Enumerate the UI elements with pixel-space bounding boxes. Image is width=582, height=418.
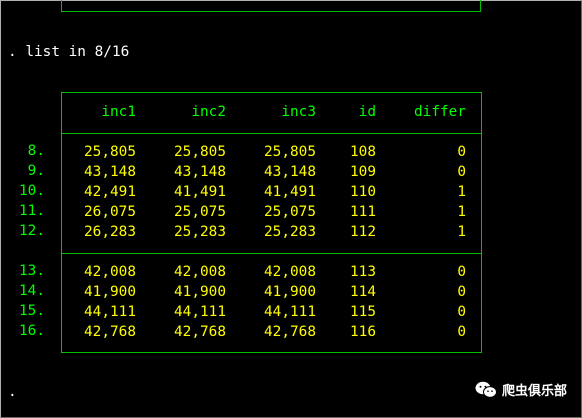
cell-inc1: 41,900 (84, 284, 136, 300)
cell-differ: 0 (457, 144, 466, 160)
cell-inc1: 26,075 (84, 204, 136, 220)
cell-inc1: 42,768 (84, 324, 136, 340)
cell-inc2: 43,148 (174, 164, 226, 180)
row-number: 14. (19, 283, 45, 299)
column-header-inc1: inc1 (101, 104, 136, 120)
column-header-differ: differ (414, 104, 466, 120)
cell-inc3: 41,900 (264, 284, 316, 300)
cell-inc3: 25,075 (264, 204, 316, 220)
row-number: 11. (19, 203, 45, 219)
cell-inc1: 42,491 (84, 184, 136, 200)
cell-differ: 0 (457, 284, 466, 300)
cell-inc3: 25,805 (264, 144, 316, 160)
cell-inc2: 25,283 (174, 224, 226, 240)
cell-inc2: 42,008 (174, 264, 226, 280)
column-header-id: id (358, 104, 376, 120)
cell-id: 114 (350, 284, 376, 300)
cell-id: 111 (350, 204, 376, 220)
cell-id: 113 (350, 264, 376, 280)
wechat-icon (475, 381, 497, 398)
header-separator (62, 133, 481, 134)
column-header-inc3: inc3 (281, 104, 316, 120)
cell-id: 116 (350, 324, 376, 340)
command-line: . list in 8/16 (8, 44, 130, 60)
cell-differ: 0 (457, 264, 466, 280)
cell-inc2: 42,768 (174, 324, 226, 340)
cell-inc3: 42,008 (264, 264, 316, 280)
watermark-text: 爬虫俱乐部 (501, 384, 567, 399)
watermark: 爬虫俱乐部 (475, 380, 567, 399)
cell-differ: 1 (457, 184, 466, 200)
group-separator (62, 253, 481, 254)
command-prompt[interactable]: . (8, 384, 17, 400)
row-number: 10. (19, 183, 45, 199)
cell-inc3: 43,148 (264, 164, 316, 180)
previous-table-border (61, 0, 481, 12)
cell-inc2: 44,111 (174, 304, 226, 320)
cell-differ: 1 (457, 204, 466, 220)
row-number: 15. (19, 303, 45, 319)
cell-inc2: 25,075 (174, 204, 226, 220)
cell-id: 112 (350, 224, 376, 240)
cell-inc3: 25,283 (264, 224, 316, 240)
row-number: 8. (27, 143, 45, 159)
row-number: 9. (27, 163, 45, 179)
cell-id: 108 (350, 144, 376, 160)
cell-inc1: 25,805 (84, 144, 136, 160)
cell-inc3: 44,111 (264, 304, 316, 320)
cell-inc2: 41,900 (174, 284, 226, 300)
cell-differ: 0 (457, 164, 466, 180)
cell-inc1: 42,008 (84, 264, 136, 280)
cell-differ: 0 (457, 324, 466, 340)
row-number: 16. (19, 323, 45, 339)
cell-inc3: 41,491 (264, 184, 316, 200)
row-number: 13. (19, 263, 45, 279)
cell-inc1: 26,283 (84, 224, 136, 240)
cell-inc1: 44,111 (84, 304, 136, 320)
cell-id: 115 (350, 304, 376, 320)
cell-inc2: 25,805 (174, 144, 226, 160)
cell-inc3: 42,768 (264, 324, 316, 340)
cell-id: 110 (350, 184, 376, 200)
column-header-inc2: inc2 (191, 104, 226, 120)
row-number: 12. (19, 223, 45, 239)
cell-inc2: 41,491 (174, 184, 226, 200)
cell-inc1: 43,148 (84, 164, 136, 180)
cell-id: 109 (350, 164, 376, 180)
cell-differ: 0 (457, 304, 466, 320)
cell-differ: 1 (457, 224, 466, 240)
list-table: inc1 inc2 inc3 id differ 25,805 25,805 25,… (61, 92, 482, 353)
